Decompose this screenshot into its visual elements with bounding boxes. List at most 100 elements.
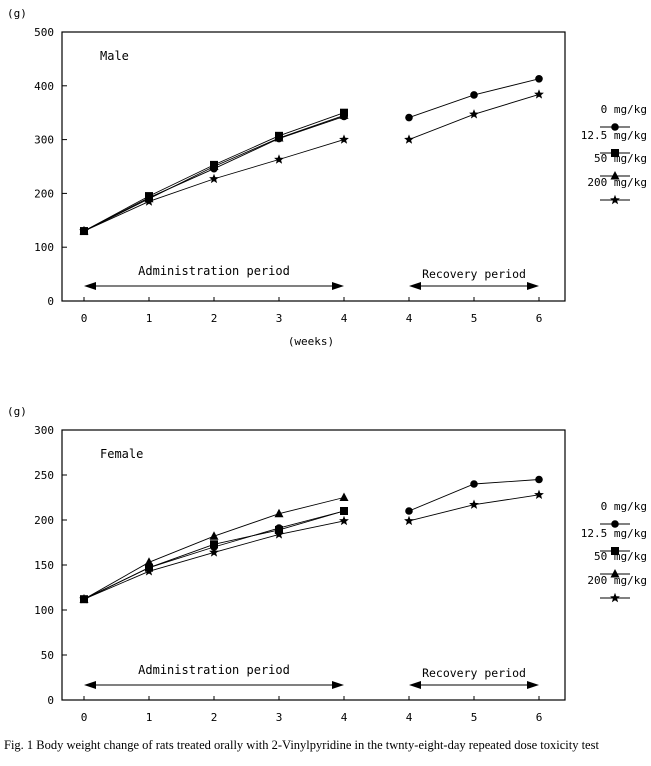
chart0-y-tick-label: 300 bbox=[34, 134, 54, 147]
chart1-series-3-point bbox=[339, 515, 349, 526]
chart0-plot-frame bbox=[61, 31, 566, 302]
chart1-y-tick-label: 0 bbox=[47, 694, 54, 707]
chart0-series-3-point bbox=[144, 196, 154, 206]
chart1-series-0-point bbox=[535, 475, 543, 484]
chart1-series-3-point bbox=[534, 489, 544, 499]
chart0-series-2-point bbox=[274, 132, 284, 142]
chart0-series-3-recovery-line bbox=[408, 93, 540, 141]
chart1-series-3-recovery-line bbox=[408, 494, 540, 522]
figure-caption: Fig. 1 Body weight change of rats treate… bbox=[4, 738, 599, 752]
chart0-y-axis-unit: (g) bbox=[7, 7, 27, 20]
chart1-y-tick-label: 150 bbox=[34, 559, 54, 572]
chart1-series-3-point bbox=[469, 499, 479, 509]
chart1-x-tick-label: 3 bbox=[276, 711, 283, 724]
chart0-series-0-point bbox=[535, 75, 543, 83]
chart0-legend-marker-1 bbox=[611, 149, 619, 157]
chart0-recovery-period-label: Recovery period bbox=[422, 267, 526, 281]
chart0-x-tick-label: 3 bbox=[276, 312, 283, 325]
chart0-legend-marker-3 bbox=[610, 194, 620, 205]
chart1-legend-label-1: 12.5 mg/kg bbox=[581, 527, 647, 540]
chart1-y-tick-label: 250 bbox=[34, 469, 54, 482]
chart0-admin-period-label: Administration period bbox=[138, 264, 290, 278]
chart1-y-tick-label: 300 bbox=[34, 424, 54, 437]
chart0-y-tick-label: 200 bbox=[34, 187, 54, 200]
chart0-series-3-point bbox=[79, 225, 89, 236]
chart0-series-2-point bbox=[209, 161, 219, 170]
chart0-title: Male bbox=[100, 49, 129, 63]
chart0-series-2-point bbox=[339, 110, 349, 119]
chart1-series-2-point bbox=[144, 557, 154, 566]
chart0-admin-arrow-right-head bbox=[332, 282, 344, 290]
chart1-legend-label-0: 0 mg/kg bbox=[601, 500, 647, 513]
chart1-x-tick-label: 5 bbox=[471, 711, 478, 724]
chart1-series-3-point bbox=[144, 566, 154, 576]
chart1-recovery-arrow-right-head bbox=[527, 681, 539, 689]
chart1-admin-arrow-left-head bbox=[84, 681, 96, 689]
chart0-series-3-point bbox=[339, 134, 349, 144]
chart1-x-tick-label: 1 bbox=[146, 711, 153, 724]
chart1-admin-arrow-right-head bbox=[332, 681, 344, 689]
chart0-legend-label-2: 50 mg/kg bbox=[594, 152, 647, 165]
chart0-legend-marker-2 bbox=[610, 171, 620, 180]
chart1-legend-label-2: 50 mg/kg bbox=[594, 550, 647, 563]
chart1-series-2-point bbox=[274, 508, 284, 518]
chart1-series-1-point bbox=[340, 507, 348, 515]
chart1-series-1-point bbox=[210, 540, 218, 549]
chart0-x-tick-label: 5 bbox=[471, 312, 478, 325]
chart1-plot-frame bbox=[61, 429, 566, 701]
chart1-series-3-point bbox=[209, 547, 219, 557]
chart1-x-tick-label: 0 bbox=[81, 711, 88, 724]
chart0-legend-label-3: 200 mg/kg bbox=[587, 176, 647, 189]
chart1-series-3-point bbox=[79, 594, 89, 604]
chart0-x-tick-label: 0 bbox=[81, 312, 88, 325]
chart1-legend-marker-2 bbox=[610, 569, 620, 578]
chart0-x-tick-label: 6 bbox=[536, 312, 543, 325]
chart1-series-0-admin-line bbox=[83, 510, 345, 600]
chart1-admin-period-label: Administration period bbox=[138, 663, 290, 677]
chart1-series-3-point bbox=[404, 515, 414, 526]
chart0-legend-label-1: 12.5 mg/kg bbox=[581, 129, 647, 142]
chart0-series-0-point bbox=[470, 91, 478, 99]
chart0-series-0-point bbox=[405, 113, 413, 122]
chart0-y-tick-label: 0 bbox=[47, 295, 54, 308]
chart0-recovery-label-bg bbox=[424, 265, 534, 282]
chart0-y-tick-label: 500 bbox=[34, 26, 54, 39]
chart0-recovery-arrow-right-head bbox=[527, 282, 539, 290]
chart0-y-tick-label: 400 bbox=[34, 80, 54, 93]
chart1-series-2-point bbox=[209, 531, 219, 540]
chart1-recovery-period-label: Recovery period bbox=[422, 666, 526, 680]
chart1-legend-marker-3 bbox=[610, 592, 620, 603]
chart1-series-1-admin-line bbox=[83, 510, 345, 600]
chart1-recovery-label-bg bbox=[424, 664, 534, 681]
chart0-series-3-admin-line bbox=[83, 139, 345, 232]
chart1-title: Female bbox=[100, 447, 143, 461]
chart0-series-3-point bbox=[404, 134, 414, 144]
chart1-x-tick-label: 4 bbox=[406, 711, 413, 724]
chart1-y-tick-label: 200 bbox=[34, 514, 54, 527]
chart0-x-axis-label: (weeks) bbox=[288, 335, 334, 348]
chart1-x-tick-label: 6 bbox=[536, 711, 543, 724]
chart1-y-tick-label: 50 bbox=[41, 649, 54, 662]
chart0-x-tick-label: 2 bbox=[211, 312, 218, 325]
chart0-series-3-point bbox=[209, 173, 219, 184]
chart0-legend-label-0: 0 mg/kg bbox=[601, 103, 647, 116]
chart1-series-0-point bbox=[405, 507, 413, 515]
chart0-y-tick-label: 100 bbox=[34, 241, 54, 254]
chart1-x-tick-label: 4 bbox=[341, 711, 348, 724]
chart0-series-3-point bbox=[534, 89, 544, 99]
chart0-x-tick-label: 4 bbox=[406, 312, 413, 325]
chart0-admin-arrow-left-head bbox=[84, 282, 96, 290]
chart1-series-0-point bbox=[470, 480, 478, 488]
chart1-recovery-arrow-left-head bbox=[409, 681, 421, 689]
chart0-legend-marker-0 bbox=[611, 123, 619, 131]
chart0-x-tick-label: 1 bbox=[146, 312, 153, 325]
chart1-x-tick-label: 2 bbox=[211, 711, 218, 724]
chart0-series-3-point bbox=[469, 109, 479, 119]
chart0-series-3-point bbox=[274, 154, 284, 164]
chart1-legend-marker-0 bbox=[611, 520, 619, 528]
chart0-x-tick-label: 4 bbox=[341, 312, 348, 325]
chart1-legend-marker-1 bbox=[611, 547, 619, 555]
chart1-series-3-point bbox=[274, 529, 284, 539]
chart0-recovery-arrow-left-head bbox=[409, 282, 421, 290]
